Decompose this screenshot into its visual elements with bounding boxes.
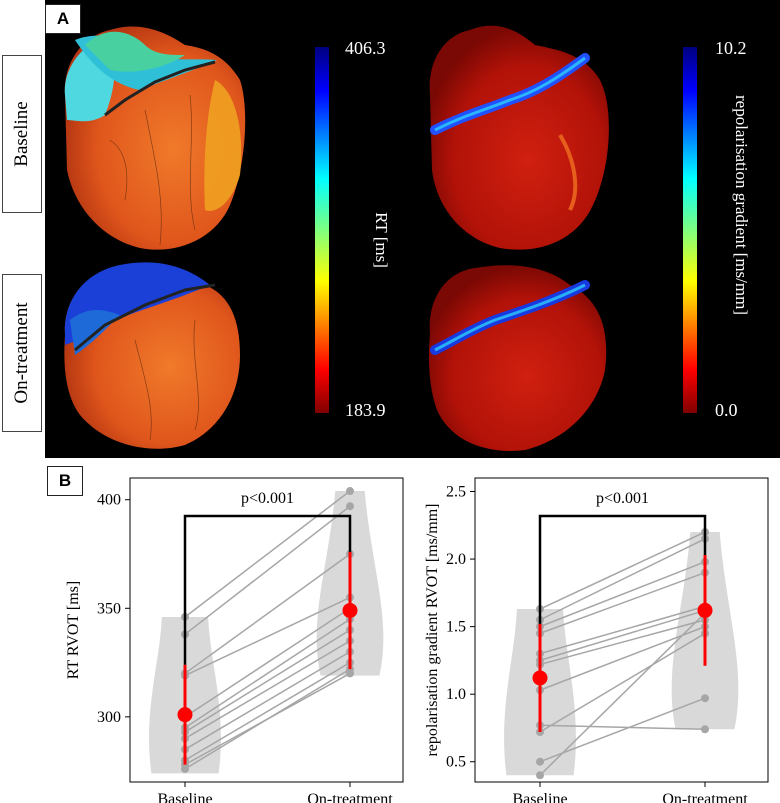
pair-line (539, 625, 706, 691)
colorbar-rt-min: 183.9 (345, 400, 386, 420)
mean-marker (697, 602, 713, 618)
row-label-baseline-text: Baseline (11, 101, 32, 167)
pair-line (184, 607, 351, 718)
mean-marker (532, 670, 548, 686)
pair-line (539, 697, 706, 763)
colorbar-gradient-title: repolarisation gradient [ms/mm] (732, 95, 751, 315)
y-tick-label: 350 (97, 600, 121, 617)
x-tick-label-on-treatment: On-treatment (662, 791, 748, 803)
chart-frame (129, 477, 404, 783)
pair-line (184, 651, 351, 751)
chart-2: p<0.001 0.5 1.0 1.5 2.0 2.5 Baseline On-treatme… (424, 477, 769, 803)
x-tick-label-baseline: Baseline (157, 791, 212, 803)
heart-rt-baseline (64, 26, 246, 250)
colorbar-rt (315, 47, 329, 413)
pair-line (184, 668, 351, 770)
row-label-treatment-text: On-treatment (11, 302, 32, 404)
chart-frame (474, 477, 769, 783)
pair-line (539, 612, 706, 776)
y-axis-label: RT RVOT [ms] (65, 581, 82, 680)
data-point-treatment (346, 487, 354, 496)
panel-a-label: A (45, 4, 81, 34)
data-point-treatment (701, 725, 709, 734)
heart-gradient-treatment (428, 265, 607, 451)
data-point-baseline (536, 728, 544, 737)
x-tick-label-on-treatment: On-treatment (307, 791, 393, 803)
data-point-treatment (346, 502, 354, 511)
data-point-baseline (536, 771, 544, 780)
data-point-baseline (536, 757, 544, 766)
heart-rt-treatment (64, 262, 240, 449)
mean-marker (342, 602, 358, 618)
chart-1: p<0.001 300 350 400 Baseline On-treatment RT R… (65, 477, 404, 803)
pair-line (539, 619, 706, 666)
panel-b-charts: p<0.001 300 350 400 Baseline On-treatment RT R… (65, 477, 769, 803)
pair-line (539, 632, 706, 733)
pair-line (184, 640, 351, 740)
pair-line (184, 490, 351, 618)
y-tick-label: 1.5 (446, 619, 466, 636)
row-label-treatment: On-treatment (2, 274, 42, 432)
panel-a-background (45, 0, 780, 458)
y-tick-label: 300 (97, 709, 121, 726)
panel-a-figure (64, 25, 697, 451)
pair-line (184, 553, 351, 675)
y-tick-label: 2.5 (446, 484, 466, 501)
y-tick-label: 1.0 (446, 686, 466, 703)
pair-line (539, 531, 706, 610)
colorbar-rt-max: 406.3 (345, 38, 386, 58)
significance-label: p<0.001 (596, 490, 649, 507)
heart-gradient-baseline (429, 25, 609, 250)
pair-line (184, 618, 351, 729)
pair-line (184, 629, 351, 733)
mean-marker (177, 707, 193, 723)
row-label-baseline: Baseline (2, 55, 42, 213)
data-point-baseline (181, 764, 189, 773)
significance-bracket (183, 514, 352, 665)
significance-bracket (538, 514, 707, 624)
panel-b-label: B (47, 466, 83, 496)
significance-label: p<0.001 (241, 490, 294, 507)
pair-line (539, 571, 706, 635)
pair-line (539, 609, 706, 662)
pair-line (184, 596, 351, 677)
data-point-treatment (701, 694, 709, 703)
x-tick-label-baseline: Baseline (512, 791, 567, 803)
y-tick-label: 2.0 (446, 551, 466, 568)
pair-line (539, 724, 706, 731)
pair-line (539, 605, 706, 655)
pair-line (184, 505, 351, 635)
pair-line (539, 538, 706, 621)
y-tick-label: 400 (97, 492, 121, 509)
colorbar-gradient-max: 10.2 (715, 38, 747, 58)
y-tick-label: 0.5 (446, 754, 466, 771)
y-axis-label: repolarisation gradient RVOT [ms/mm] (424, 503, 441, 756)
colorbar-gradient-min: 0.0 (715, 400, 738, 420)
pair-line (184, 661, 351, 761)
colorbar-gradient (683, 47, 697, 413)
colorbar-rt-title: RT [ms] (372, 212, 391, 268)
pair-line (539, 561, 706, 628)
